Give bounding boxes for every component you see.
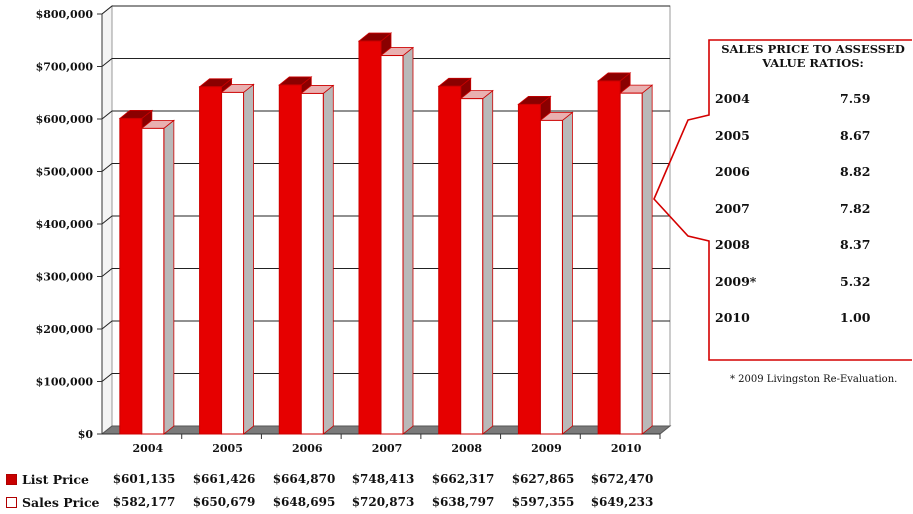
data-value-label: $627,865	[511, 472, 575, 486]
sales-price-bar	[221, 91, 245, 435]
sales-price-bar	[300, 92, 324, 435]
ratio-value: 1.00	[840, 310, 871, 325]
sales-price-bar	[460, 98, 484, 435]
y-tick-label: $400,000	[36, 218, 94, 231]
data-value-label: $650,679	[192, 495, 256, 509]
x-tick-label: 2004	[133, 442, 164, 455]
data-value-label: $597,355	[511, 495, 575, 509]
sales-price-bar	[619, 92, 643, 435]
ratios-footnote: * 2009 Livingston Re-Evaluation.	[730, 374, 898, 385]
list-price-bar	[278, 84, 302, 435]
ratio-year: 2006	[715, 164, 750, 179]
y-tick-label: $800,000	[36, 8, 94, 21]
legend-row-list-price: List Price $601,135 $661,426 $664,870 $748,4…	[6, 472, 653, 487]
sales-bar-side	[562, 111, 573, 435]
sales-price-bar	[380, 55, 404, 435]
sales-bar-side	[163, 119, 175, 435]
list-price-bar	[199, 86, 223, 435]
gridline	[101, 5, 670, 15]
x-tick-label: 2006	[292, 442, 323, 455]
x-tick-label: 2008	[451, 442, 482, 455]
y-tick-label: $600,000	[36, 113, 94, 126]
x-tick-label: 2005	[212, 442, 243, 455]
list-price-bar	[438, 85, 462, 435]
ratio-value: 8.82	[840, 164, 871, 179]
sales-bar-side	[482, 89, 494, 435]
sales-price-bar	[539, 119, 563, 435]
ratios-callout-box	[653, 39, 912, 361]
y-tick-label: $200,000	[36, 323, 94, 336]
data-value-label: $661,426	[192, 472, 256, 486]
x-tick-label: 2009	[531, 442, 562, 455]
y-tick-label: $100,000	[36, 376, 94, 389]
y-tick-label: $500,000	[36, 166, 94, 179]
legend-label: List Price	[22, 472, 89, 487]
data-value-label: $649,233	[590, 495, 654, 509]
sales-bar-side	[641, 84, 653, 435]
gridline	[101, 58, 670, 67]
data-value-label: $664,870	[272, 472, 336, 486]
sales-bar-side	[402, 46, 414, 435]
data-value-label: $672,470	[590, 472, 654, 486]
x-tick-label: 2007	[372, 442, 403, 455]
legend-row-sales-price: Sales Price $582,177 $650,679 $648,695 $720,…	[6, 495, 653, 510]
sales-bar-side	[322, 84, 334, 435]
data-value-label: $582,177	[112, 495, 176, 509]
ratio-value: 7.82	[840, 200, 871, 216]
legend-label: Sales Price	[22, 495, 100, 510]
ratio-value: 7.59	[840, 91, 871, 106]
ratio-year: 2007	[715, 200, 750, 216]
ratio-year: 2010	[715, 310, 750, 325]
ratio-year: 2005	[715, 127, 750, 143]
ratio-year: 2008	[715, 237, 750, 252]
ratio-year: 2009*	[715, 273, 757, 289]
list-price-bar	[358, 40, 382, 435]
list-price-bar	[119, 117, 143, 435]
data-value-label: $648,695	[272, 495, 336, 509]
list-price-bar	[597, 80, 621, 435]
x-tick-label: 2010	[611, 442, 642, 455]
data-value-label: $748,413	[351, 472, 415, 486]
ratio-value: 8.37	[840, 237, 871, 252]
ratio-value: 8.67	[840, 127, 871, 143]
data-value-label: $638,797	[431, 495, 495, 509]
ratio-value: 5.32	[840, 273, 871, 289]
data-value-label: $601,135	[112, 472, 176, 486]
y-tick-label: $0	[78, 428, 94, 441]
legend-swatch	[6, 497, 17, 508]
ratios-title: SALES PRICE TO ASSESSED VALUE RATIOS:	[721, 42, 905, 70]
data-value-label: $662,317	[431, 472, 495, 486]
data-value-label: $720,873	[351, 495, 415, 509]
sales-price-bar	[141, 127, 165, 435]
ratio-year: 2004	[715, 91, 750, 106]
list-price-bar	[517, 103, 541, 435]
sales-bar-side	[243, 83, 254, 435]
legend-swatch	[6, 474, 17, 485]
y-tick-label: $300,000	[36, 271, 94, 284]
y-tick-label: $700,000	[36, 61, 94, 74]
